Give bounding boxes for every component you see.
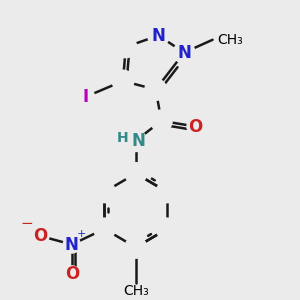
Text: I: I xyxy=(83,88,89,106)
Text: CH₃: CH₃ xyxy=(217,33,243,47)
Text: N: N xyxy=(177,44,191,62)
Text: O: O xyxy=(33,227,48,245)
Circle shape xyxy=(148,25,169,46)
Text: CH₃: CH₃ xyxy=(123,284,149,298)
Circle shape xyxy=(77,88,94,105)
Circle shape xyxy=(187,118,204,135)
Circle shape xyxy=(112,70,134,92)
Circle shape xyxy=(156,181,178,203)
Circle shape xyxy=(94,181,115,203)
Text: +: + xyxy=(77,230,86,239)
Text: N: N xyxy=(132,132,145,150)
Circle shape xyxy=(125,163,147,184)
Circle shape xyxy=(94,218,115,240)
Circle shape xyxy=(156,218,178,240)
Circle shape xyxy=(32,227,49,244)
Circle shape xyxy=(63,236,80,253)
Text: N: N xyxy=(65,236,79,253)
Text: H: H xyxy=(117,131,129,146)
Circle shape xyxy=(151,110,172,132)
Circle shape xyxy=(145,79,167,101)
Text: O: O xyxy=(188,118,203,136)
Text: O: O xyxy=(65,266,79,284)
Text: −: − xyxy=(21,216,33,231)
Circle shape xyxy=(115,36,136,58)
Circle shape xyxy=(63,266,80,283)
Circle shape xyxy=(125,130,147,152)
Circle shape xyxy=(173,42,195,63)
Circle shape xyxy=(125,237,147,258)
Text: N: N xyxy=(152,26,166,44)
